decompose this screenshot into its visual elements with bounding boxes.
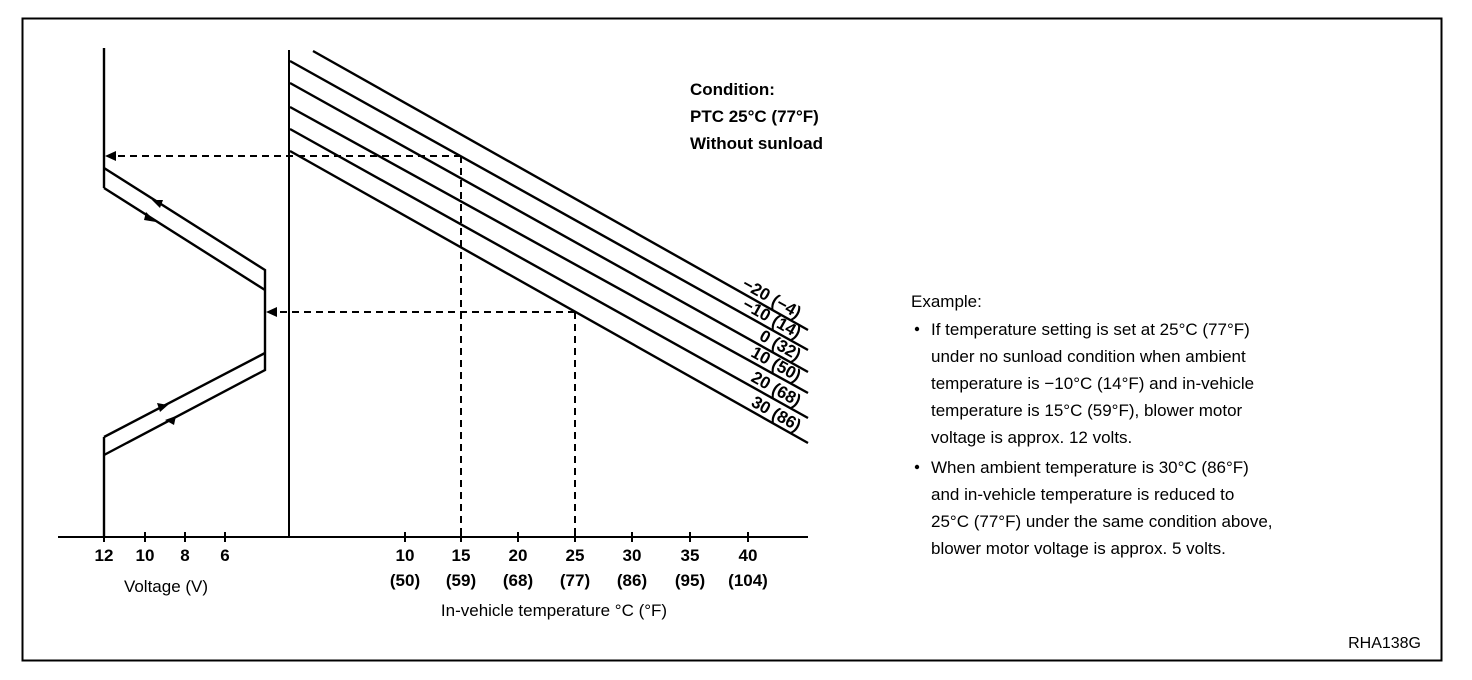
example-text-line: blower motor voltage is approx. 5 volts. (931, 539, 1226, 558)
example-text-line: under no sunload condition when ambient (931, 347, 1246, 366)
temperature-axis-label: In-vehicle temperature °C (°F) (441, 601, 667, 620)
temperature-tick-label-c: 15 (452, 546, 471, 565)
example-text-line: temperature is 15°C (59°F), blower motor (931, 401, 1243, 420)
temperature-ticks: 10 (50) 15 (59) 20 (68) 25 (77) 30 (86) 35 (95) 40 (1… (390, 532, 768, 590)
voltage-tick-label: 6 (220, 546, 229, 565)
frame-border (21, 17, 1443, 662)
ambient-line (289, 59, 809, 352)
voltage-tick-label: 12 (95, 546, 114, 565)
bullet-icon (914, 326, 920, 332)
arrow-down-left-icon (165, 416, 176, 425)
example-text-line: If temperature setting is set at 25°C (7… (931, 320, 1250, 339)
temperature-tick-label-c: 35 (681, 546, 700, 565)
bullet-icon (914, 464, 920, 470)
voltage-hysteresis-outer (103, 166, 267, 457)
example-guides (112, 155, 576, 537)
arrow-left-icon (105, 151, 116, 161)
voltage-tick-label: 8 (180, 546, 189, 565)
example-title: Example: (911, 292, 982, 311)
temperature-tick-label-f: (59) (446, 571, 476, 590)
temperature-tick-label-c: 40 (739, 546, 758, 565)
ambient-lines (289, 49, 809, 445)
condition-sunload: Without sunload (690, 134, 823, 153)
voltage-ticks: 12 10 8 6 (95, 532, 230, 565)
temperature-tick-label-c: 20 (509, 546, 528, 565)
condition-title: Condition: (690, 80, 775, 99)
temperature-tick-label-f: (104) (728, 571, 768, 590)
example-text-line: voltage is approx. 12 volts. (931, 428, 1132, 447)
figure-code: RHA138G (1348, 635, 1421, 652)
temperature-tick-label-f: (68) (503, 571, 533, 590)
example-bullet-2: When ambient temperature is 30°C (86°F) a… (931, 458, 1273, 558)
ambient-line (289, 127, 809, 420)
ambient-line (289, 105, 809, 395)
example-text-line: 25°C (77°F) under the same condition abo… (931, 512, 1273, 531)
ambient-line (289, 81, 809, 374)
voltage-tick-label: 10 (136, 546, 155, 565)
condition-ptc: PTC 25°C (77°F) (690, 107, 819, 126)
ambient-line (312, 49, 809, 332)
temperature-tick-label-f: (50) (390, 571, 420, 590)
example-text-line: When ambient temperature is 30°C (86°F) (931, 458, 1249, 477)
ambient-line (289, 149, 809, 445)
arrow-up-right-icon (157, 403, 168, 412)
example-text-line: and in-vehicle temperature is reduced to (931, 485, 1234, 504)
temperature-tick-label-f: (95) (675, 571, 705, 590)
voltage-hysteresis-lower-inner (103, 351, 266, 439)
arrow-left-icon (266, 307, 277, 317)
example-text-line: temperature is −10°C (14°F) and in-vehic… (931, 374, 1254, 393)
temperature-tick-label-c: 30 (623, 546, 642, 565)
temperature-tick-label-f: (86) (617, 571, 647, 590)
temperature-tick-label-c: 25 (566, 546, 585, 565)
voltage-hysteresis-upper-inner (103, 186, 266, 292)
example-bullet-1: If temperature setting is set at 25°C (7… (931, 320, 1254, 447)
direction-arrows (144, 200, 176, 425)
temperature-tick-label-c: 10 (396, 546, 415, 565)
voltage-axis-label: Voltage (V) (124, 577, 208, 596)
arrow-down-right-icon (144, 212, 156, 222)
temperature-tick-label-f: (77) (560, 571, 590, 590)
arrow-up-left-icon (152, 200, 163, 208)
voltage-curve (102, 48, 267, 537)
